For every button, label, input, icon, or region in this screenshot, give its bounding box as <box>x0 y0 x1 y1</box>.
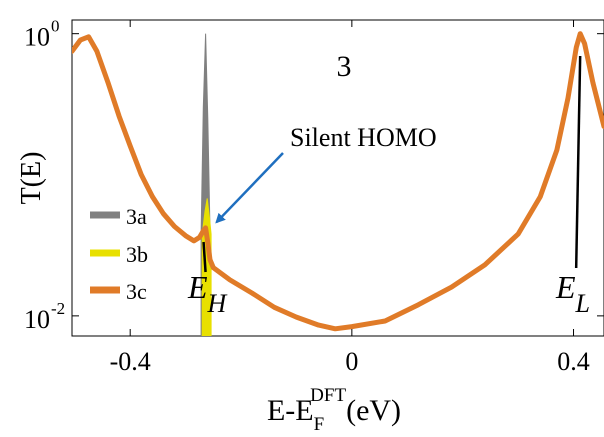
eh-marker-line <box>202 241 207 273</box>
x-axis-label-sub: F <box>314 414 325 435</box>
y-tick-label: 10 <box>24 305 50 334</box>
annotation-el: EL <box>555 269 590 318</box>
x-tick-label: 0.4 <box>557 347 590 376</box>
legend: 3a 3b 3c <box>90 204 148 304</box>
panel-label: 3 <box>337 50 352 83</box>
y-tick-label: 10 <box>24 23 50 52</box>
legend-label-3b: 3b <box>126 242 148 267</box>
x-tick-label: -0.4 <box>110 347 151 376</box>
y-axis-label: T(E) <box>16 152 47 205</box>
legend-label-3c: 3c <box>126 279 147 304</box>
plot-frame <box>71 19 604 337</box>
annotation-layer: Silent HOMO EH EL <box>187 55 590 318</box>
x-axis-label-unit: (eV) <box>346 394 401 427</box>
series-layer <box>72 31 604 336</box>
legend-label-3a: 3a <box>126 204 147 229</box>
annotation-eh: EH <box>187 269 228 318</box>
annotation-silent-homo: Silent HOMO <box>290 123 437 152</box>
series-line-3c <box>72 31 604 332</box>
x-axis-label: E-EF DFT(eV) <box>267 385 401 435</box>
x-tick-label: 0 <box>345 347 358 376</box>
y-tick-exponent: 0 <box>51 17 60 36</box>
x-axis-label-sup: DFT <box>310 385 346 406</box>
x-axis-label-main: E-E <box>267 394 314 427</box>
el-marker-line <box>574 55 582 269</box>
annotation-arrow <box>215 152 284 224</box>
y-tick-exponent: -2 <box>51 299 65 318</box>
